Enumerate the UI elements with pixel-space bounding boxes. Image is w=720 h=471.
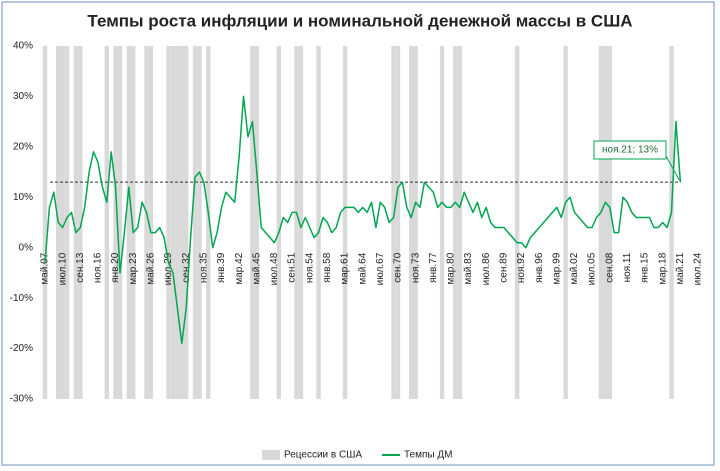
annotation-leader [665, 155, 680, 181]
y-tick-label: 20% [13, 141, 33, 152]
x-tick-label: июл.24 [693, 252, 704, 285]
x-tick-label: сен.70 [393, 252, 404, 282]
x-tick-label: ноя.73 [410, 252, 421, 283]
recession-band [197, 46, 202, 399]
x-tick-label: май.83 [463, 252, 474, 284]
recession-band [113, 46, 118, 399]
recession-band [563, 46, 568, 399]
recession-band [131, 46, 136, 399]
x-tick-label: июл.05 [587, 252, 598, 285]
x-tick-label: сен.08 [604, 252, 615, 282]
x-tick-label: мар.80 [446, 252, 457, 284]
recession-band [206, 46, 211, 399]
recession-band [439, 46, 445, 399]
chart-title: Темпы роста инфляции и номинальной денеж… [87, 11, 632, 30]
x-tick-label: янв.39 [216, 252, 227, 283]
x-tick-label: сен.32 [181, 252, 192, 282]
x-tick-label: янв.58 [322, 252, 333, 283]
recession-band [78, 46, 83, 399]
recession-band [391, 46, 396, 399]
recession-band [126, 46, 132, 399]
x-tick-label: сен.51 [287, 252, 298, 282]
recession-band [457, 46, 462, 399]
x-tick-label: июл.86 [481, 252, 492, 285]
x-tick-label: май.07 [40, 252, 51, 284]
recession-band [183, 46, 189, 399]
recession-band [607, 46, 612, 399]
recession-band [104, 46, 109, 399]
data-line [44, 95, 682, 345]
recession-band [148, 46, 154, 399]
x-tick-label: мар.99 [551, 252, 562, 284]
recession-band [276, 46, 282, 399]
recession-band [144, 46, 149, 399]
y-tick-label: -20% [10, 343, 33, 354]
recession-band [42, 46, 48, 399]
x-tick-label: ноя.16 [93, 252, 104, 283]
x-tick-label: май.26 [146, 252, 157, 284]
x-tick-label: ноя.11 [622, 252, 633, 282]
y-tick-label: 30% [13, 91, 33, 102]
x-tick-label: янв.15 [640, 252, 651, 283]
recession-band [64, 46, 70, 399]
x-tick-label: июл.29 [163, 252, 174, 285]
x-tick-label: янв.96 [534, 252, 545, 283]
recession-band [603, 46, 608, 399]
legend-label: Темпы ДМ [404, 450, 452, 461]
legend-label: Рецессии в США [284, 450, 362, 461]
recession-band [192, 46, 198, 399]
recession-band [294, 46, 299, 399]
annotation-box [593, 140, 667, 160]
recession-band [413, 46, 418, 399]
x-tick-label: сен.13 [75, 252, 86, 282]
x-tick-label: мар.61 [340, 252, 351, 284]
y-tick-label: 10% [13, 192, 33, 203]
y-tick-label: 40% [13, 41, 33, 52]
recession-band [250, 46, 255, 399]
recession-band [166, 46, 171, 399]
y-tick-label: 0% [19, 242, 34, 253]
x-tick-label: май.45 [251, 252, 262, 284]
recession-band [179, 46, 184, 399]
x-tick-label: мар.18 [657, 252, 668, 284]
annotation-label: ноя.21; 13% [602, 145, 658, 156]
y-tick-label: -10% [10, 293, 33, 304]
recession-band [254, 46, 259, 399]
x-tick-label: май.21 [675, 252, 686, 284]
x-tick-label: мар.42 [234, 252, 245, 284]
recession-band [170, 46, 176, 399]
x-tick-label: май.02 [569, 252, 580, 284]
x-tick-label: янв.20 [110, 252, 121, 283]
recession-band [316, 46, 321, 399]
recession-band [598, 46, 604, 399]
recession-band [73, 46, 79, 399]
recession-band [669, 46, 674, 399]
x-tick-label: май.64 [357, 252, 368, 284]
recession-band [175, 46, 180, 399]
recession-band [453, 46, 458, 399]
x-tick-label: мар.23 [128, 252, 139, 284]
recession-band [60, 46, 65, 399]
recession-band [409, 46, 414, 399]
legend-swatch [262, 450, 280, 460]
recession-band [395, 46, 401, 399]
x-tick-label: ноя.54 [304, 252, 315, 283]
x-tick-label: ноя.35 [198, 252, 209, 283]
x-tick-label: июл.67 [375, 252, 386, 285]
recession-band [298, 46, 304, 399]
recession-band [514, 46, 520, 399]
x-tick-label: сен.89 [499, 252, 510, 282]
x-tick-label: ноя.92 [516, 252, 527, 283]
recession-band [117, 46, 123, 399]
recession-band [342, 46, 348, 399]
x-tick-label: янв.77 [428, 252, 439, 283]
y-tick-label: -30% [10, 394, 33, 405]
x-tick-label: июл.48 [269, 252, 280, 285]
x-tick-label: июл.10 [57, 252, 68, 285]
